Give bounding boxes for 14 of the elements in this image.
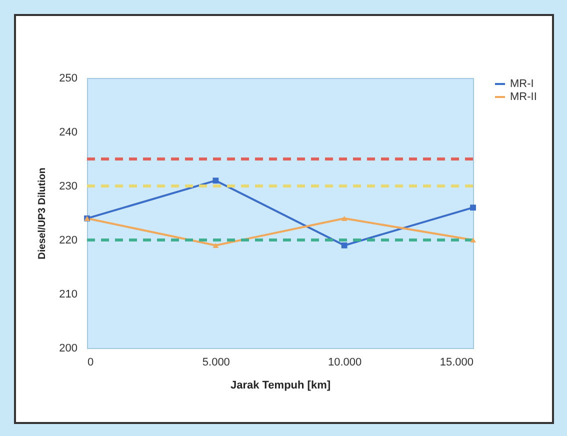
legend-label: MR-I: [510, 78, 534, 90]
y-tick-label: 210: [59, 288, 78, 300]
y-tick-label: 250: [59, 72, 78, 84]
y-tick-label: 200: [59, 342, 78, 354]
x-tick-label: 0: [88, 356, 94, 368]
y-tick-label: 220: [59, 234, 78, 246]
x-tick-label: 10.000: [328, 356, 362, 368]
x-tick-label: 5.000: [202, 356, 230, 368]
x-axis-title: Jarak Tempuh [km]: [230, 380, 331, 392]
legend-label: MR-II: [510, 91, 537, 103]
x-tick-label: 15.000: [440, 356, 474, 368]
y-tick-label: 230: [59, 180, 78, 192]
y-axis-title: Diesel/UP3 Dilution: [37, 168, 48, 260]
y-tick-label: 240: [59, 126, 78, 138]
